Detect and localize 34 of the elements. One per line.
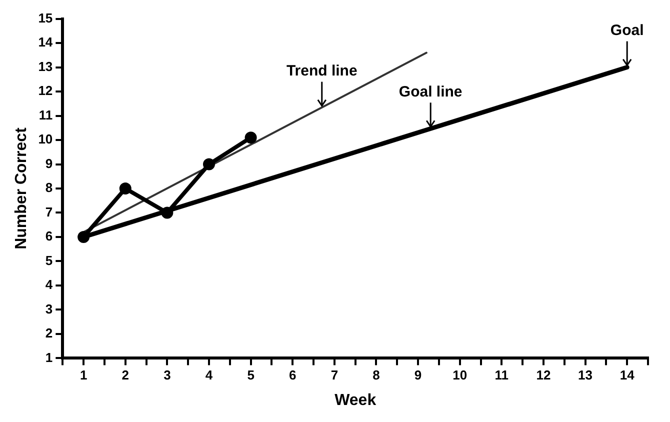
y-tick-label: 14	[38, 34, 54, 50]
x-tick-label: 12	[536, 368, 551, 383]
y-tick-label: 3	[45, 301, 53, 316]
y-tick-label: 11	[38, 107, 53, 122]
y-tick-label: 12	[38, 83, 53, 98]
y-tick-label: 15	[38, 10, 53, 26]
x-tick-label: 8	[372, 368, 380, 383]
y-tick-label: 6	[45, 228, 53, 244]
x-tick-label: 6	[289, 368, 296, 383]
x-tick-label: 4	[205, 368, 214, 383]
annotation: Trend line	[286, 62, 358, 80]
y-tick-label: 2	[45, 326, 53, 341]
annotation: Goal	[610, 22, 644, 39]
x-axis-title: Week	[334, 392, 376, 409]
y-tick-label: 8	[45, 180, 53, 196]
x-tick-label: 14	[620, 368, 636, 383]
y-tick-label: 10	[38, 132, 53, 147]
y-tick-label: 7	[45, 204, 53, 220]
x-tick-label: 1	[80, 368, 88, 383]
y-tick-label: 4	[45, 277, 54, 292]
x-tick-label: 13	[578, 368, 593, 383]
annotation: Goal line	[398, 83, 462, 100]
y-axis-title: Number Correct	[13, 126, 30, 250]
y-tick-label: 9	[45, 156, 53, 171]
x-tick-label: 10	[452, 368, 468, 383]
y-tick-label: 5	[45, 252, 53, 268]
x-tick-label: 7	[330, 368, 338, 383]
x-tick-label: 5	[247, 368, 254, 383]
x-tick-label: 11	[494, 368, 509, 383]
x-tick-label: 9	[414, 368, 422, 383]
y-tick-label: 13	[38, 58, 53, 74]
y-tick-label: 1	[45, 350, 53, 365]
x-tick-label: 2	[122, 368, 129, 383]
x-tick-label: 3	[164, 368, 171, 383]
